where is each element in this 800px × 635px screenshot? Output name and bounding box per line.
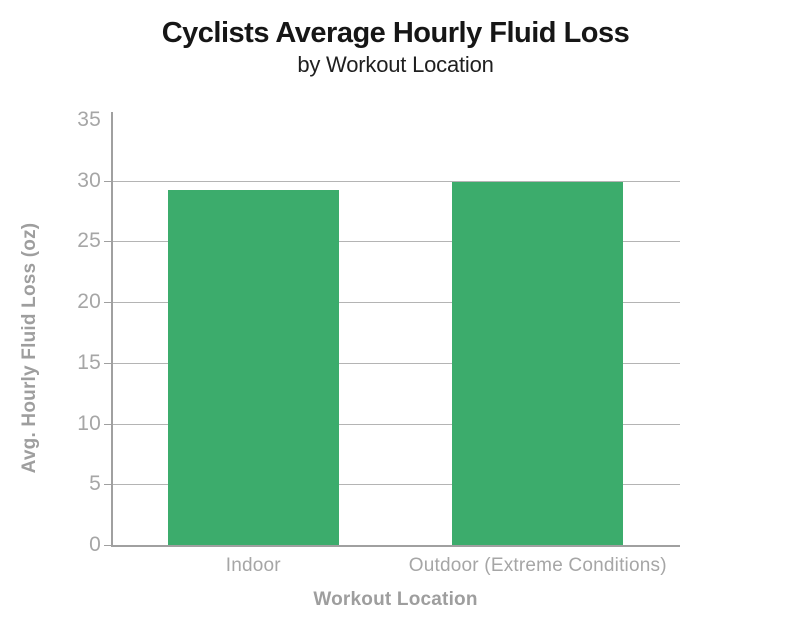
x-tick-label: Indoor [225,555,281,576]
x-axis-line [111,545,680,547]
x-axis-title: Workout Location [313,589,478,610]
y-tick-label: 5 [89,472,101,496]
y-tick [104,484,111,486]
y-gridline [111,241,680,243]
chart-subtitle: by Workout Location [297,51,494,77]
y-gridline [111,180,680,182]
chart-header: Cyclists Average Hourly Fluid Loss by Wo… [111,16,680,78]
y-tick-label: 25 [77,229,101,253]
y-tick-label: 10 [77,411,101,435]
y-gridline [111,423,680,425]
y-gridline [111,484,680,486]
y-tick-label: 0 [89,533,101,556]
y-axis-line [111,112,113,545]
x-tick-label: Outdoor (Extreme Conditions) [408,555,667,576]
y-gridline [111,362,680,364]
y-tick-label: 20 [77,290,101,314]
chart-title: Cyclists Average Hourly Fluid Loss [161,17,630,49]
bar-indoor [167,190,339,545]
bar-outdoor-extreme-conditions [452,181,624,545]
y-tick [104,241,111,243]
y-tick-label: 35 [77,108,101,131]
y-tick [104,545,111,546]
y-tick [104,180,111,182]
y-tick [104,423,111,425]
y-tick-label: 30 [77,168,101,192]
y-tick-label: 15 [77,350,101,374]
y-tick [104,302,111,304]
y-tick [104,362,111,364]
y-gridline [111,302,680,304]
